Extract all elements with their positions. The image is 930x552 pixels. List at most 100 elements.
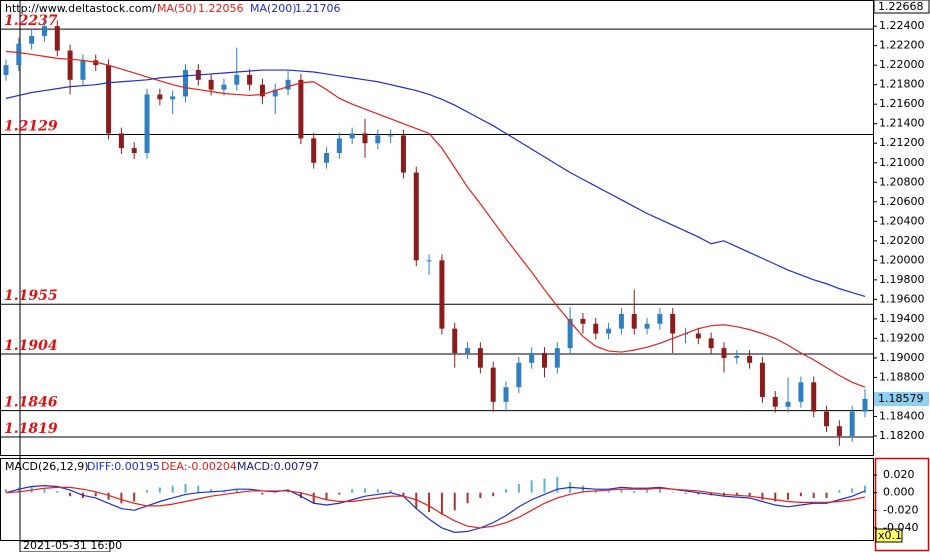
candle-body: [721, 348, 727, 358]
y-tick-label: 1.21800: [879, 78, 925, 91]
macd-bar: [338, 492, 341, 495]
y-tick-label: 1.21000: [879, 156, 925, 169]
macd-bar: [671, 491, 674, 493]
date-box: [19, 540, 111, 552]
macd-bar: [402, 492, 405, 497]
candle-body: [221, 84, 227, 90]
macd-bar: [825, 492, 828, 498]
macd-title: MACD(26,12,9): [5, 460, 89, 473]
macd-dea-line: [5, 486, 866, 529]
current-price-label: 1.18579: [878, 392, 924, 405]
y-tick-label: 1.18800: [879, 370, 925, 383]
macd-value-label: MACD:0.00797: [237, 460, 319, 473]
candle-body: [29, 35, 35, 44]
macd-bar: [620, 489, 623, 493]
candle-body: [247, 74, 253, 85]
candle-body: [80, 60, 86, 80]
macd-bar: [171, 485, 174, 493]
candle-body: [259, 84, 265, 97]
candle-body: [208, 79, 214, 90]
candle-body: [170, 96, 176, 100]
macd-bar: [235, 490, 238, 493]
macd-bar: [697, 492, 700, 495]
macd-bar: [120, 492, 123, 504]
macd-bar: [158, 487, 161, 493]
macd-dea-label: DEA:-0.00204: [161, 460, 237, 473]
candle-body: [157, 94, 163, 100]
y-tick-label: 1.19800: [879, 273, 925, 286]
candle-body: [593, 323, 599, 334]
candle-body: [413, 172, 419, 261]
candle-body: [862, 398, 868, 412]
candle-body: [426, 260, 432, 262]
macd-bar: [415, 492, 418, 509]
candle-body: [811, 382, 817, 412]
candle-body: [131, 148, 137, 154]
macd-bar: [210, 489, 213, 493]
candle-body: [400, 135, 406, 173]
candle-body: [734, 355, 740, 358]
candle-body: [554, 348, 560, 368]
candle-body: [118, 133, 124, 149]
candle-body: [695, 333, 701, 339]
y-tick-label: 1.20200: [879, 234, 925, 247]
candle-body: [452, 328, 458, 354]
macd-bar: [646, 490, 649, 493]
macd-bar: [312, 492, 315, 504]
candle-body: [272, 89, 278, 97]
current-price-box: [874, 391, 929, 406]
macd-bar: [197, 485, 200, 493]
candle-body: [631, 314, 637, 329]
level-label: 1.1904: [4, 338, 58, 354]
macd-bar: [363, 488, 366, 493]
candle-body: [477, 348, 483, 368]
macd-bar: [107, 492, 110, 500]
candle-body: [234, 74, 240, 85]
y-tick-label: 1.22200: [879, 39, 925, 52]
legend-ma200: MA(200): [250, 2, 297, 15]
price-panel: [0, 0, 874, 456]
candle-body: [759, 362, 765, 397]
candle-body: [824, 411, 830, 427]
candle-body: [106, 65, 112, 134]
candle-body: [490, 367, 496, 402]
candle-body: [67, 50, 73, 80]
macd-bar: [633, 490, 636, 493]
macd-bar: [735, 492, 738, 496]
y-tick-label: 1.19000: [879, 351, 925, 364]
macd-bar: [17, 487, 20, 493]
macd-bar: [261, 492, 264, 495]
candle-body: [182, 70, 188, 97]
macd-axis-box: [874, 457, 930, 552]
candle-body: [16, 43, 22, 66]
macd-bar: [556, 476, 559, 493]
macd-bar: [658, 488, 661, 493]
legend-ma50-value: 1.22056: [198, 2, 244, 15]
candle-body: [54, 26, 60, 51]
moving-average: [5, 50, 866, 388]
macd-bar: [274, 492, 277, 494]
macd-bar: [684, 492, 687, 494]
candle-body: [336, 138, 342, 154]
y-tick-label: 1.20400: [879, 214, 925, 227]
candle-body: [670, 314, 676, 334]
macd-bar: [248, 491, 251, 493]
macd-bar: [146, 490, 149, 493]
macd-bar: [812, 492, 815, 498]
macd-panel: [0, 458, 874, 541]
macd-bar: [43, 488, 46, 493]
macd-bar: [453, 492, 456, 511]
candle-body: [836, 426, 842, 436]
y-tick-label: 1.22400: [879, 19, 925, 32]
level-label: 1.2237: [4, 13, 58, 29]
y-tick-label: 1.21600: [879, 97, 925, 110]
y-tick-label: 1.22000: [879, 58, 925, 71]
macd-bar: [389, 490, 392, 493]
macd-bar: [517, 483, 520, 493]
legend-ma50: MA(50): [157, 2, 197, 15]
macd-bar: [94, 492, 97, 497]
y-tick-label: -0.040: [883, 521, 918, 534]
macd-bar: [325, 492, 328, 500]
macd-bar: [222, 490, 225, 493]
